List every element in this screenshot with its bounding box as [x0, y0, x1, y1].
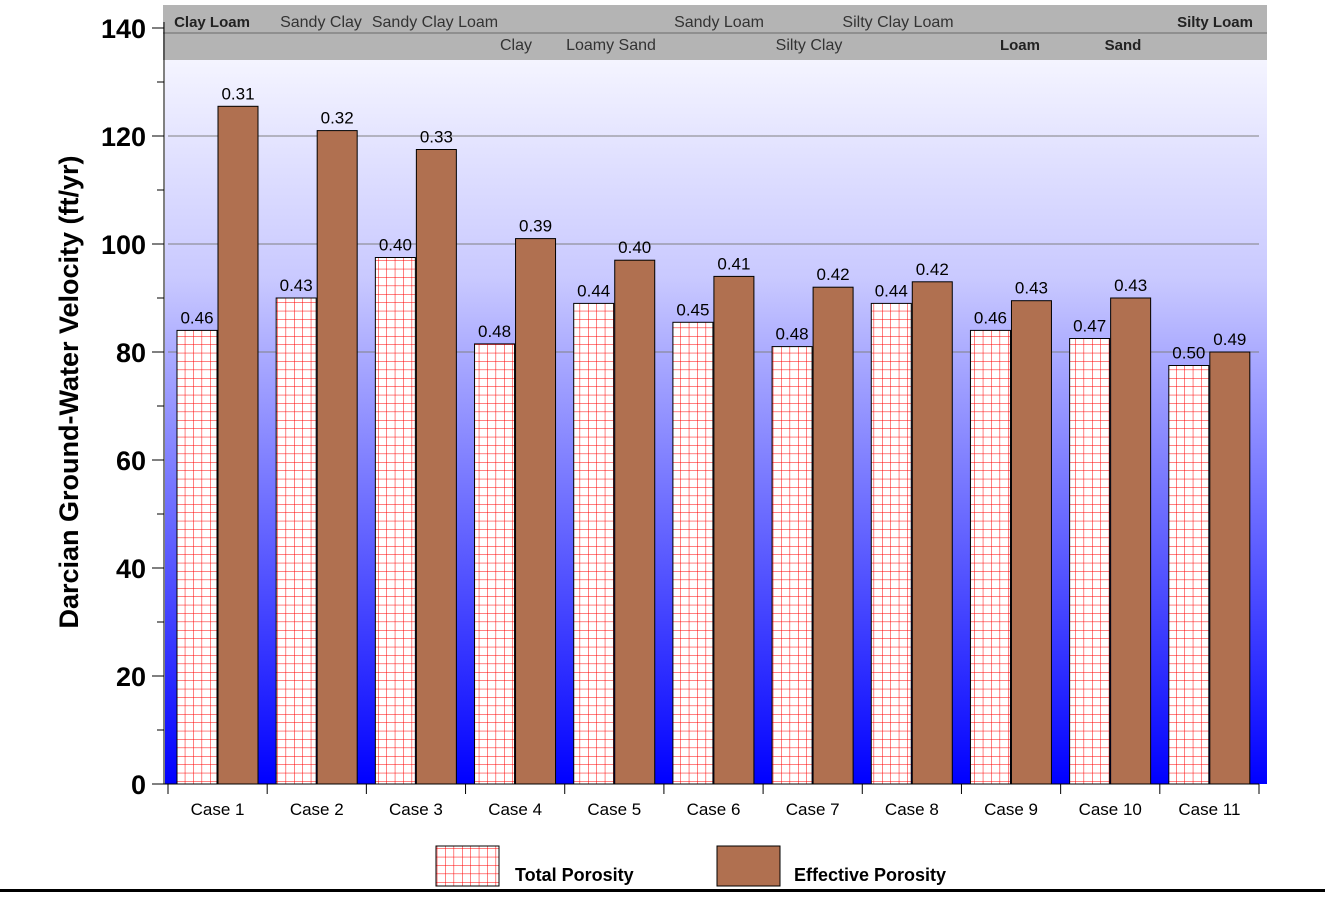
legend-label: Effective Porosity	[794, 865, 946, 885]
bar-value-label: 0.46	[974, 308, 1007, 327]
bar-effective-porosity	[415, 149, 457, 785]
y-tick-label: 0	[131, 770, 146, 800]
bars	[176, 105, 1251, 785]
soil-label: Silty Clay	[776, 37, 843, 54]
y-tick-label: 40	[116, 554, 146, 584]
soil-label: Clay	[500, 37, 532, 54]
x-tick-label: Case 3	[389, 800, 443, 819]
legend-swatch-total-porosity	[435, 845, 500, 887]
x-tick-label: Case 8	[885, 800, 939, 819]
bar-total-porosity	[870, 302, 912, 785]
bar-value-label: 0.41	[717, 254, 750, 273]
y-axis: 0 20 40 60 80 100 120 140	[101, 14, 165, 800]
bar-effective-porosity	[1010, 300, 1052, 785]
bar-total-porosity	[176, 329, 218, 785]
bar-total-porosity	[969, 329, 1011, 785]
bar-effective-porosity	[812, 286, 854, 785]
x-tick-label: Case 11	[1178, 800, 1240, 819]
soil-label: Silty Clay Loam	[842, 14, 953, 31]
bar-value-label: 0.50	[1172, 344, 1205, 363]
soil-label: Loam	[1000, 37, 1040, 54]
bar-effective-porosity	[713, 275, 755, 785]
x-tick-label: Case 10	[1079, 800, 1142, 819]
x-tick-label: Case 7	[786, 800, 840, 819]
bar-total-porosity	[573, 302, 615, 785]
bar-total-porosity	[672, 321, 714, 785]
bar-value-label: 0.47	[1073, 317, 1106, 336]
bar-effective-porosity	[1110, 297, 1152, 785]
bar-value-label: 0.44	[577, 281, 610, 300]
x-tick-label: Case 6	[687, 800, 741, 819]
y-tick-label: 120	[101, 122, 146, 152]
bar-total-porosity	[474, 343, 516, 785]
y-tick-label: 100	[101, 230, 146, 260]
x-axis: Case 1 Case 2 Case 3 Case 4 Case 5 Case 6 Case…	[164, 783, 1260, 819]
x-tick-label: Case 5	[587, 800, 641, 819]
bar-value-label: 0.42	[916, 260, 949, 279]
bar-value-label: 0.39	[519, 217, 552, 236]
x-tick-label: Case 9	[984, 800, 1038, 819]
soil-label: Sandy Clay Loam	[372, 14, 498, 31]
bar-effective-porosity	[316, 130, 358, 785]
bar-effective-porosity	[515, 238, 557, 785]
x-tick-label: Case 2	[290, 800, 344, 819]
x-tick-label: Case 1	[191, 800, 245, 819]
bar-total-porosity	[275, 297, 317, 785]
y-tick-label: 140	[101, 14, 146, 44]
bar-value-label: 0.33	[420, 128, 453, 147]
bar-value-label: 0.31	[221, 84, 254, 103]
bar-value-label: 0.40	[618, 238, 651, 257]
bar-value-label: 0.48	[776, 325, 809, 344]
bar-value-label: 0.40	[379, 236, 412, 255]
bar-effective-porosity	[1209, 351, 1251, 785]
bar-value-label: 0.49	[1213, 330, 1246, 349]
y-tick-label: 60	[116, 446, 146, 476]
y-tick-label: 20	[116, 662, 146, 692]
soil-label: Clay Loam	[174, 14, 250, 31]
bar-effective-porosity	[911, 281, 953, 785]
bottom-rule	[0, 889, 1325, 892]
soil-label: Sandy Clay	[280, 14, 362, 31]
bar-value-label: 0.44	[875, 281, 908, 300]
soil-label: Loamy Sand	[566, 37, 656, 54]
bar-value-label: 0.45	[676, 300, 709, 319]
legend-swatch-effective-porosity	[716, 845, 781, 887]
bar-value-label: 0.48	[478, 322, 511, 341]
bar-value-label: 0.43	[1015, 279, 1048, 298]
bar-total-porosity	[771, 346, 813, 785]
bar-effective-porosity	[614, 259, 656, 785]
soil-label: Sand	[1105, 37, 1142, 54]
y-tick-label: 80	[116, 338, 146, 368]
legend-label: Total Porosity	[515, 865, 634, 885]
bar-value-label: 0.43	[280, 276, 313, 295]
bar-effective-porosity	[217, 105, 259, 785]
bar-labels: 0.46 0.43 0.40 0.48 0.44 0.45 0.48 0.44 0.46 0.47…	[180, 84, 1246, 362]
soil-label: Sandy Loam	[674, 14, 764, 31]
bar-total-porosity	[1168, 365, 1210, 785]
bar-value-label: 0.42	[817, 265, 850, 284]
bar-value-label: 0.43	[1114, 276, 1147, 295]
bar-value-label: 0.46	[180, 308, 213, 327]
bar-total-porosity	[374, 257, 416, 785]
bar-value-label: 0.32	[321, 109, 354, 128]
soil-label: Silty Loam	[1177, 14, 1253, 31]
y-axis-title: Darcian Ground-Water Velocity (ft/yr)	[54, 155, 84, 628]
bar-total-porosity	[1069, 338, 1111, 785]
x-tick-label: Case 4	[488, 800, 542, 819]
legend: Total Porosity Effective Porosity	[435, 845, 946, 887]
